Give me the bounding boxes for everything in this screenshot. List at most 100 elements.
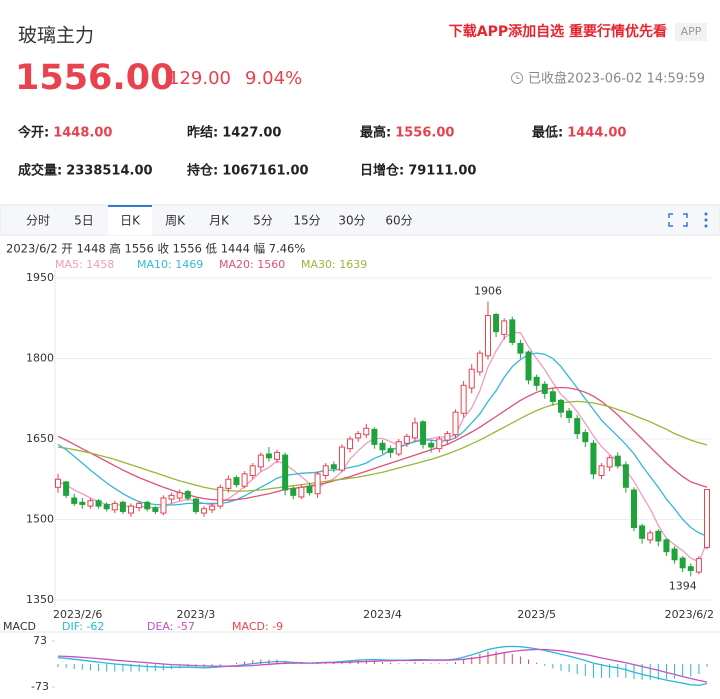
macd-line: [57, 648, 708, 683]
candle-body: [468, 368, 475, 389]
candle-body: [622, 464, 629, 488]
candle-body: [136, 502, 143, 509]
tab[interactable]: 30分: [338, 214, 365, 228]
stat-value: 2338514.00: [66, 164, 152, 179]
candle-body: [79, 501, 86, 505]
candle-body: [290, 487, 297, 496]
candle-body: [541, 383, 548, 394]
stat-label: 最低:: [532, 125, 563, 141]
candle-body: [687, 566, 694, 571]
y-tick-label: 1800: [26, 352, 54, 365]
tab-active[interactable]: [108, 206, 152, 235]
tab[interactable]: 5日: [74, 214, 94, 228]
candle-body: [217, 486, 224, 507]
candle-body: [298, 486, 305, 498]
stat-value: 1067161.00: [222, 164, 308, 179]
candle-body: [509, 319, 516, 343]
candle-body: [493, 313, 500, 333]
ma-line: [57, 400, 708, 492]
tab[interactable]: 月K: [209, 214, 230, 228]
candle-body: [355, 433, 362, 439]
y-tick-label: 1350: [26, 593, 54, 606]
candle-body: [436, 438, 443, 450]
candle-body: [671, 548, 678, 561]
x-tick-label: 2023/6/2: [665, 608, 714, 621]
stat-value: 79111.00: [408, 164, 476, 179]
candle-body: [403, 435, 410, 444]
tab[interactable]: 60分: [385, 214, 412, 228]
candle-body: [460, 384, 467, 414]
candle-body: [566, 410, 573, 419]
stat-label: 日增仓:: [360, 163, 404, 179]
candle-body: [525, 351, 532, 381]
candle-body: [695, 558, 702, 573]
tab[interactable]: 日K: [120, 214, 141, 228]
bar-info: 2023/6/2 开 1448 高 1556 收 1556 低 1444 幅 7…: [6, 242, 305, 256]
candle-body: [249, 465, 256, 476]
candle-body: [379, 442, 386, 451]
candle-body: [306, 485, 313, 494]
candle-body: [176, 492, 183, 499]
candle-body: [87, 500, 94, 507]
candle-body: [411, 422, 418, 439]
y-tick-label: -73: [31, 680, 49, 693]
candle-body: [314, 473, 321, 495]
candle-body: [274, 451, 281, 460]
candle-body: [549, 391, 556, 402]
stat-value: 1448.00: [53, 126, 112, 141]
legend-entry: MA30: 1639: [301, 258, 367, 271]
candle-body: [111, 502, 118, 511]
x-tick-label: 2023/5: [517, 608, 556, 621]
y-tick-label: 1500: [26, 513, 54, 526]
stat-label: 最高:: [360, 125, 391, 141]
candle-body: [71, 497, 78, 504]
candle-body: [557, 399, 564, 413]
candle-body: [95, 500, 102, 507]
candle-body: [257, 454, 264, 468]
price: 1556.00: [15, 58, 174, 98]
candle-body: [265, 453, 272, 459]
app-label[interactable]: APP: [681, 25, 702, 38]
stat-value: 1427.00: [222, 126, 281, 141]
candle-body: [347, 438, 354, 450]
app-badge[interactable]: [675, 23, 707, 41]
candle-body: [444, 433, 451, 441]
candle-body: [363, 427, 370, 436]
candle-body: [606, 457, 613, 468]
high-annotation: 1906: [474, 285, 502, 298]
change-pct: 9.04%: [245, 68, 302, 89]
candle-body: [371, 428, 378, 445]
candle-body: [639, 525, 646, 539]
candle-body: [241, 473, 248, 487]
legend-entry: DEA: -57: [147, 620, 195, 633]
tab[interactable]: 15分: [293, 214, 320, 228]
candle-body: [144, 501, 151, 510]
candle-body: [63, 481, 70, 496]
fullscreen-icon[interactable]: [668, 213, 688, 227]
candle-body: [103, 503, 110, 510]
stat-label: 持仓:: [187, 163, 218, 179]
stat-label: 成交量:: [18, 163, 62, 179]
y-tick-label: 1950: [26, 271, 54, 284]
title: 玻璃主力: [18, 25, 94, 47]
tab-active-bar[interactable]: [108, 205, 152, 207]
candle-body: [152, 507, 159, 512]
candle-body: [663, 539, 670, 553]
promo[interactable]: 下载APP添加自选 重要行情优先看: [449, 23, 667, 40]
candle-body: [192, 498, 199, 512]
stat-label: 今开:: [17, 125, 49, 141]
tab[interactable]: 分时: [26, 214, 50, 228]
x-tick-label: 2023/2/6: [53, 608, 102, 621]
tab[interactable]: 5分: [253, 214, 273, 228]
legend-entry: MA5: 1458: [55, 258, 114, 271]
candle-body: [501, 320, 508, 335]
clock-icon: [511, 72, 523, 84]
candle-body: [322, 465, 329, 476]
candle-body: [630, 489, 637, 529]
more-icon[interactable]: [704, 212, 708, 228]
stat-value: 1444.00: [567, 126, 626, 141]
candle-body: [598, 465, 605, 476]
candle-body: [282, 454, 289, 491]
tab[interactable]: 周K: [165, 214, 186, 228]
